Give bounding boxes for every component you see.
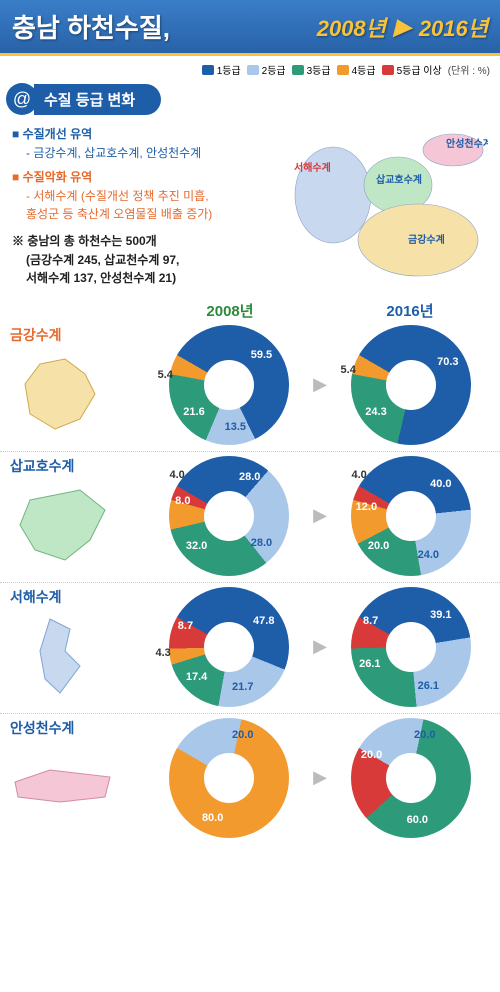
river-name: 안성천수계 xyxy=(10,718,150,738)
legend-item: 5등급 이상 xyxy=(382,62,442,77)
note-3: 서해수계 137, 안성천수계 21) xyxy=(26,269,280,288)
arrow-icon: ▶ xyxy=(308,505,332,526)
donut-value: 21.7 xyxy=(232,681,253,693)
donut-value: 24.3 xyxy=(365,406,386,418)
svg-text:안성천수계: 안성천수계 xyxy=(446,137,488,150)
river-name: 서해수계 xyxy=(10,587,150,607)
legend: 1등급 2등급 3등급 4등급 5등급 이상 (단위 : %) xyxy=(0,56,500,79)
donut-value: 4.3 xyxy=(155,647,170,659)
river-row: 금강수계 59.5 13.5 21.6 5.4 ▶ 70.3 24.3 5.4 xyxy=(0,321,500,452)
col-2016: 2016년 xyxy=(332,300,488,321)
bullet-worsen-sub2: 홍성군 등 축산계 오염물질 배출 증가) xyxy=(26,205,280,224)
donut-value: 8.0 xyxy=(175,495,190,507)
legend-item: 3등급 xyxy=(292,62,331,77)
river-row: 서해수계 47.8 21.7 17.4 4.3 8.7 ▶ 39.1 26.1 26.1 8.7 xyxy=(0,583,500,714)
donut-value: 5.4 xyxy=(158,369,173,381)
donut-value: 28.0 xyxy=(239,471,260,483)
donut-value: 80.0 xyxy=(202,812,223,824)
legend-unit: (단위 : %) xyxy=(448,62,490,77)
column-headers: 2008년 2016년 xyxy=(0,300,500,321)
donut-chart: 39.1 26.1 26.1 8.7 xyxy=(332,587,490,707)
donut-value: 4.0 xyxy=(170,469,185,481)
river-row: 안성천수계 20.0 80.0 ▶ 20.0 60.0 20.0 xyxy=(0,714,500,844)
donut-value: 26.1 xyxy=(418,680,439,692)
section-title-text: 수질 등급 변화 xyxy=(34,84,161,115)
legend-label: 4등급 xyxy=(352,62,376,77)
donut-value: 20.0 xyxy=(414,729,435,741)
note-2: (금강수계 245, 삽교천수계 97, xyxy=(26,251,280,270)
arrow-icon: ▶ xyxy=(308,636,332,657)
bullet-worsen-sub1: - 서해수계 (수질개선 정책 추진 미흡, xyxy=(26,187,280,206)
intro-text: ■ 수질개선 유역 - 금강수계, 삽교호수계, 안성천수계 ■ 수질악화 유역… xyxy=(12,125,280,288)
bullet-worsen: ■ 수질악화 유역 xyxy=(12,168,280,187)
col-2008: 2008년 xyxy=(152,300,308,321)
svg-text:금강수계: 금강수계 xyxy=(408,233,445,246)
donut-value: 24.0 xyxy=(418,549,439,561)
donut-value: 12.0 xyxy=(356,501,377,513)
legend-item: 2등급 xyxy=(247,62,286,77)
legend-label: 5등급 이상 xyxy=(397,62,442,77)
legend-swatch xyxy=(337,65,349,75)
donut-chart: 20.0 60.0 20.0 xyxy=(332,718,490,838)
arrow-icon: ▶ xyxy=(308,767,332,788)
header: 충남 하천수질, 2008년 ▶ 2016년 xyxy=(0,0,500,53)
donut-value: 40.0 xyxy=(430,478,451,490)
donut-value: 39.1 xyxy=(430,609,451,621)
donut-value: 5.4 xyxy=(341,364,356,376)
bullet-improve-sub: - 금강수계, 삽교호수계, 안성천수계 xyxy=(26,144,280,163)
svg-text:삽교호수계: 삽교호수계 xyxy=(376,173,422,186)
donut-value: 8.7 xyxy=(178,620,193,632)
note-1: ※ 충남의 총 하천수는 500개 xyxy=(12,232,280,251)
legend-swatch xyxy=(292,65,304,75)
legend-label: 3등급 xyxy=(307,62,331,77)
river-map xyxy=(10,611,120,701)
donut-value: 70.3 xyxy=(437,356,458,368)
year-to: 2016년 xyxy=(419,11,488,43)
donut-value: 60.0 xyxy=(407,814,428,826)
section-title: @ 수질 등급 변화 xyxy=(0,83,500,115)
donut-value: 21.6 xyxy=(183,406,204,418)
arrow-icon: ▶ xyxy=(394,14,411,40)
svg-text:서해수계: 서해수계 xyxy=(294,161,331,174)
river-row: 삽교호수계 28.0 28.0 32.0 8.0 4.0 ▶ 40.0 24.0 20.0 12.0… xyxy=(0,452,500,583)
donut-value: 4.0 xyxy=(352,469,367,481)
legend-item: 1등급 xyxy=(202,62,241,77)
legend-swatch xyxy=(247,65,259,75)
river-name: 삽교호수계 xyxy=(10,456,150,476)
donut-value: 20.0 xyxy=(361,749,382,761)
donut-value: 28.0 xyxy=(251,537,272,549)
donut-value: 32.0 xyxy=(186,540,207,552)
donut-chart: 40.0 24.0 20.0 12.0 4.0 xyxy=(332,456,490,576)
river-map xyxy=(10,349,120,439)
legend-label: 2등급 xyxy=(262,62,286,77)
legend-swatch xyxy=(382,65,394,75)
river-map xyxy=(10,480,120,570)
donut-value: 47.8 xyxy=(253,615,274,627)
year-from: 2008년 xyxy=(317,11,386,43)
legend-label: 1등급 xyxy=(217,62,241,77)
bullet-improve: ■ 수질개선 유역 xyxy=(12,125,280,144)
donut-value: 20.0 xyxy=(368,540,389,552)
donut-chart: 59.5 13.5 21.6 5.4 xyxy=(150,325,308,445)
header-years: 2008년 ▶ 2016년 xyxy=(317,11,488,43)
arrow-icon: ▶ xyxy=(308,374,332,395)
river-map xyxy=(10,742,120,832)
donut-chart: 28.0 28.0 32.0 8.0 4.0 xyxy=(150,456,308,576)
donut-chart: 20.0 80.0 xyxy=(150,718,308,838)
donut-value: 17.4 xyxy=(186,671,207,683)
donut-value: 8.7 xyxy=(363,615,378,627)
donut-chart: 70.3 24.3 5.4 xyxy=(332,325,490,445)
overview-map: 안성천수계서해수계삽교호수계금강수계 xyxy=(288,125,488,285)
donut-value: 26.1 xyxy=(359,658,380,670)
donut-chart: 47.8 21.7 17.4 4.3 8.7 xyxy=(150,587,308,707)
legend-item: 4등급 xyxy=(337,62,376,77)
intro: ■ 수질개선 유역 - 금강수계, 삽교호수계, 안성천수계 ■ 수질악화 유역… xyxy=(0,125,500,296)
legend-swatch xyxy=(202,65,214,75)
river-name: 금강수계 xyxy=(10,325,150,345)
donut-value: 13.5 xyxy=(225,421,246,433)
page-title: 충남 하천수질, xyxy=(12,8,170,45)
donut-value: 20.0 xyxy=(232,729,253,741)
donut-value: 59.5 xyxy=(251,349,272,361)
